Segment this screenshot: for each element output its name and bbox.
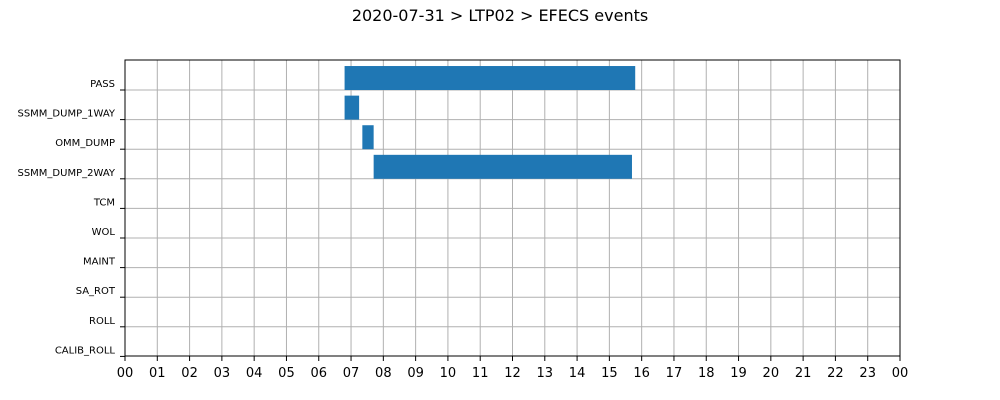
x-tick-label: 22	[827, 366, 844, 381]
x-tick-label: 05	[278, 366, 295, 381]
x-tick-label: 13	[537, 366, 554, 381]
category-label: SSMM_DUMP_1WAY	[17, 109, 115, 120]
category-label: WOL	[92, 227, 116, 238]
event-bar	[344, 95, 360, 120]
x-tick-label: 00	[892, 366, 909, 381]
x-tick-label: 17	[666, 366, 683, 381]
x-tick-label: 19	[730, 366, 747, 381]
x-tick-label: 09	[407, 366, 424, 381]
event-bar	[344, 66, 636, 90]
x-tick-label: 20	[763, 366, 780, 381]
category-label: ROLL	[89, 316, 115, 327]
category-label: CALIB_ROLL	[55, 345, 116, 356]
x-tick-label: 03	[214, 366, 231, 381]
x-tick-label: 21	[795, 366, 812, 381]
chart-title: 2020-07-31 > LTP02 > EFECS events	[351, 6, 649, 25]
x-tick-label: 02	[181, 366, 198, 381]
x-tick-label: 11	[472, 366, 489, 381]
x-tick-label: 01	[149, 366, 166, 381]
bars-layer	[344, 66, 636, 179]
category-label: TCM	[93, 197, 115, 208]
category-label: PASS	[90, 79, 115, 90]
x-tick-label: 08	[375, 366, 392, 381]
event-bar	[362, 125, 374, 150]
x-tick-label: 16	[633, 366, 650, 381]
x-tick-label: 04	[246, 366, 263, 381]
category-label: OMM_DUMP	[55, 138, 115, 149]
x-tick-label: 00	[117, 366, 134, 381]
category-label: SSMM_DUMP_2WAY	[17, 168, 115, 179]
ticks-layer	[120, 89, 901, 361]
category-label: MAINT	[83, 257, 116, 268]
x-tick-label: 15	[601, 366, 618, 381]
x-tick-label: 14	[569, 366, 586, 381]
category-label: SA_ROT	[76, 286, 116, 297]
x-tick-label: 10	[440, 366, 457, 381]
x-tick-label: 12	[504, 366, 521, 381]
x-tick-label: 23	[859, 366, 876, 381]
x-tick-label: 06	[310, 366, 327, 381]
labels-layer: 00 01 02 03 04 05 06 07 08 09 10 11 12 13 14 15 16 17 18 19…	[17, 79, 908, 381]
x-tick-label: 07	[343, 366, 360, 381]
event-bar	[373, 154, 632, 179]
grid-layer	[125, 60, 900, 356]
x-tick-label: 18	[698, 366, 715, 381]
